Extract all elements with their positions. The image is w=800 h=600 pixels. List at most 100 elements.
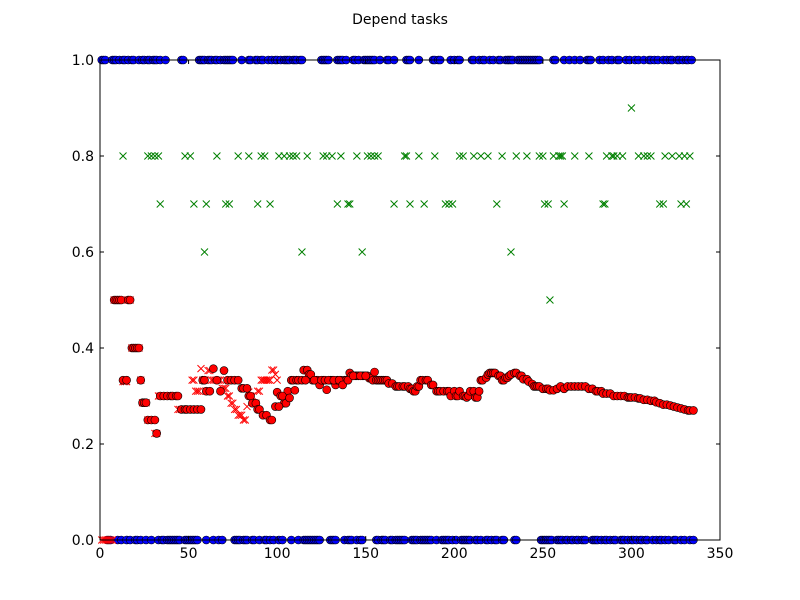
series-1-point-46	[430, 152, 439, 160]
series-1-point-1	[143, 152, 152, 160]
series-1-point-61	[539, 152, 547, 160]
series-2-point-55	[195, 387, 204, 396]
series-1-point-29	[328, 152, 336, 160]
x-tick-label-0: 0	[96, 546, 105, 562]
series-1-point-52	[469, 152, 478, 160]
series-1-point-67	[556, 152, 565, 160]
series-1-point-31	[337, 152, 345, 160]
series-1-point-34	[353, 152, 361, 160]
series-3-point-41	[212, 375, 222, 385]
series-1-point-45	[420, 200, 429, 208]
series-1-point-22	[285, 152, 294, 160]
series-1-point-78	[618, 152, 627, 160]
series-1-point-39	[374, 152, 382, 160]
series-2-point-53	[191, 387, 200, 396]
series-1-point-48	[445, 200, 453, 208]
series-1-point-68	[558, 152, 567, 160]
series-3-point-60	[267, 415, 277, 425]
series-2-point-97	[269, 366, 278, 374]
series-3-point-223	[278, 391, 287, 401]
series-1-point-11	[213, 152, 221, 160]
series-3-point-145	[474, 386, 484, 396]
series-1-point-32	[344, 200, 352, 208]
y-tick-label-2: 0.4	[72, 341, 94, 357]
series-1-point-92	[686, 152, 694, 160]
series-2-point-54	[193, 387, 202, 396]
series-1-point-9	[202, 200, 211, 208]
series-1-point-70	[570, 152, 579, 160]
y-tick-label-1: 0.2	[72, 437, 94, 453]
series-1-point-4	[154, 152, 163, 160]
y-tick-label-5: 1.0	[72, 53, 94, 69]
series-3-point-234	[338, 380, 347, 390]
series-1-point-91	[682, 200, 691, 208]
series-2-point-89	[255, 387, 264, 396]
series-1-point-79	[627, 104, 636, 112]
series-1-point-10	[200, 248, 209, 256]
series-3-point-6	[122, 375, 131, 385]
series-1-point-24	[292, 152, 301, 160]
series-1-point-0	[119, 152, 127, 160]
series-1-point-72	[599, 200, 607, 208]
series-3-point-40	[209, 364, 218, 373]
series-1-point-36	[363, 152, 372, 160]
series-1-point-85	[659, 200, 668, 208]
series-3-point-13	[134, 343, 144, 353]
series-2-point-99	[273, 376, 281, 385]
series-1-point-76	[609, 152, 618, 160]
series-1-point-69	[560, 200, 568, 208]
series-3-point-35	[196, 405, 206, 414]
series-2-point-80	[239, 416, 248, 424]
series-1-point-13	[225, 200, 234, 208]
series-1-point-43	[406, 200, 414, 208]
series-3-point-80	[322, 385, 332, 395]
series-1-point-44	[415, 152, 423, 160]
series-1-point-81	[639, 152, 648, 160]
series-1	[119, 104, 694, 304]
series-3-point-225	[290, 385, 300, 395]
series-3-point-238	[361, 371, 371, 381]
series-1-point-3	[151, 152, 159, 160]
series-2-point-94	[264, 376, 273, 385]
y-tick-label-0: 0.0	[72, 533, 94, 549]
series-1-point-30	[333, 200, 342, 208]
series-3-point-43	[219, 366, 229, 375]
series-1-point-25	[298, 248, 306, 256]
series-1-point-64	[546, 296, 554, 304]
series-1-point-16	[253, 200, 262, 208]
series-1-point-82	[643, 152, 652, 160]
series-1-point-86	[661, 152, 669, 160]
series-1-point-59	[523, 152, 531, 160]
series-1-point-60	[535, 152, 544, 160]
series-3-point-50	[242, 384, 252, 393]
series-1-point-51	[459, 152, 467, 160]
series-2-point-98	[271, 370, 280, 379]
series-1-point-62	[540, 200, 549, 208]
series-2-point-72	[225, 392, 234, 400]
y-tick-label-3: 0.6	[72, 245, 94, 261]
x-tick-label-5: 250	[529, 546, 556, 562]
series-1-point-63	[544, 200, 553, 208]
series-1-point-47	[441, 200, 450, 208]
series-2-point-71	[223, 392, 232, 400]
series-2-point-52	[190, 376, 198, 385]
series-1-point-27	[319, 152, 328, 160]
series-1-point-35	[358, 248, 367, 256]
series-3-point-42	[216, 386, 225, 396]
series-3-point-221	[689, 406, 698, 415]
series-1-point-57	[507, 248, 515, 256]
series-3-point-8	[125, 295, 135, 305]
series-1-point-7	[186, 152, 195, 160]
series-1-point-23	[289, 152, 297, 160]
series-2-point-73	[227, 399, 235, 408]
y-tick-label-4: 0.8	[72, 149, 94, 165]
series-2-point-88	[253, 387, 262, 396]
series-1-point-55	[492, 200, 501, 208]
series-3-point-17	[141, 398, 151, 408]
series-2-point-93	[262, 376, 271, 385]
series-1-point-41	[400, 152, 409, 160]
series-1-point-38	[370, 152, 379, 160]
series-2-point-81	[241, 416, 250, 424]
plot-frame	[99, 59, 721, 541]
